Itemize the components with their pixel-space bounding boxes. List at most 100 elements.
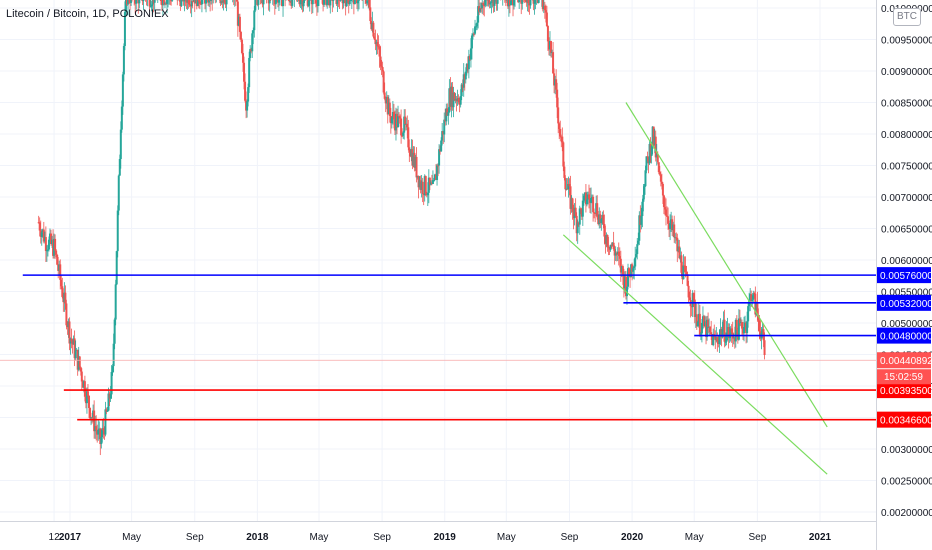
candle-body: [48, 233, 51, 240]
candle-body: [435, 174, 438, 181]
candle-body: [41, 229, 44, 233]
candle-body: [104, 409, 107, 435]
candle-body: [474, 26, 477, 34]
candle-body: [194, 0, 197, 4]
candle-body: [604, 236, 607, 244]
candle-body: [289, 0, 292, 2]
time-tick-label: 2018: [246, 532, 269, 543]
candle-body: [223, 0, 226, 3]
candle-body: [724, 341, 727, 343]
candle-body: [508, 0, 511, 6]
candle-body: [437, 165, 440, 167]
candle-body: [684, 265, 687, 272]
candle-body: [648, 143, 651, 164]
candle-body: [273, 0, 276, 5]
candle-body: [371, 22, 374, 30]
time-tick-label: 2019: [434, 532, 457, 543]
candle-body: [399, 116, 402, 119]
candle-body: [448, 88, 451, 113]
candle-body: [253, 10, 256, 31]
candle-body: [482, 3, 485, 6]
candle-body: [118, 159, 121, 176]
candle-body: [331, 0, 334, 1]
candle-body: [707, 319, 710, 327]
candle-body: [410, 149, 413, 157]
candle-body: [314, 0, 317, 4]
candle-body: [262, 0, 265, 5]
trendlines[interactable]: [562, 102, 828, 475]
candle-body: [111, 366, 114, 372]
candle-body: [750, 294, 753, 302]
candle-body: [687, 285, 690, 298]
candle-body: [570, 198, 573, 209]
candle-body: [545, 12, 548, 27]
price-tick-label: 0.00550000: [881, 288, 932, 299]
price-tick-label: 0.00800000: [881, 130, 932, 141]
candle-body: [568, 184, 571, 187]
candle-body: [40, 232, 43, 237]
candle-body: [433, 174, 436, 180]
candle-body: [606, 235, 609, 247]
candle-body: [483, 5, 486, 7]
candle-body: [161, 0, 164, 6]
candle-body: [461, 84, 464, 88]
candle-body: [456, 98, 459, 102]
candle-body: [746, 321, 749, 333]
candle-body: [490, 1, 493, 3]
channel-trendline[interactable]: [625, 102, 828, 428]
candle-body: [113, 319, 116, 344]
candle-body: [244, 81, 247, 101]
candle-body: [749, 294, 752, 301]
candle-body: [660, 181, 663, 184]
candle-body: [640, 216, 643, 225]
candle-body: [80, 371, 83, 382]
candle-body: [308, 0, 311, 1]
horizontal-levels[interactable]: [0, 274, 876, 421]
candle-body: [546, 26, 549, 42]
time-axis[interactable]: 12 2017 May Sep 2018 May Sep 2019 May Sep 2020 May S…: [0, 521, 876, 550]
candle-body: [396, 113, 399, 127]
candle-body: [55, 250, 58, 255]
candle-body: [569, 186, 572, 209]
candle-body: [631, 264, 634, 272]
candle-body: [743, 327, 746, 334]
candle-body: [614, 252, 617, 256]
candle-body: [463, 74, 466, 80]
candle-body: [704, 321, 707, 327]
candle-body: [526, 0, 529, 3]
candle-body: [197, 0, 200, 2]
candle-body: [495, 0, 498, 4]
candle-body: [99, 428, 102, 445]
candle-body: [160, 1, 163, 6]
candle-body: [544, 10, 547, 13]
candle-body: [240, 39, 243, 54]
candle-body: [615, 252, 618, 255]
candle-body: [179, 0, 182, 7]
candle-body: [238, 16, 241, 32]
candle-body: [469, 48, 472, 60]
candle-body: [403, 116, 406, 133]
candle-body: [608, 247, 611, 250]
candle-body: [191, 0, 194, 2]
candle-body: [726, 326, 729, 333]
candle-body: [393, 119, 396, 131]
candle-body: [445, 108, 448, 122]
candle-body: [690, 306, 693, 308]
candle-body: [86, 391, 89, 396]
candle-body: [53, 238, 56, 256]
candle-body: [382, 71, 385, 93]
candle-body: [415, 156, 418, 178]
currency-badge[interactable]: BTC: [893, 8, 921, 26]
candle-body: [151, 0, 154, 5]
candle-body: [282, 0, 285, 7]
candle-body: [192, 0, 195, 2]
candle-body: [661, 183, 664, 196]
candle-body: [610, 244, 613, 246]
candle-body: [241, 53, 244, 63]
candle-body: [432, 179, 435, 181]
candle-body: [122, 45, 125, 75]
candle-body: [647, 157, 650, 164]
candle-body: [375, 42, 378, 45]
candle-body: [198, 1, 201, 4]
